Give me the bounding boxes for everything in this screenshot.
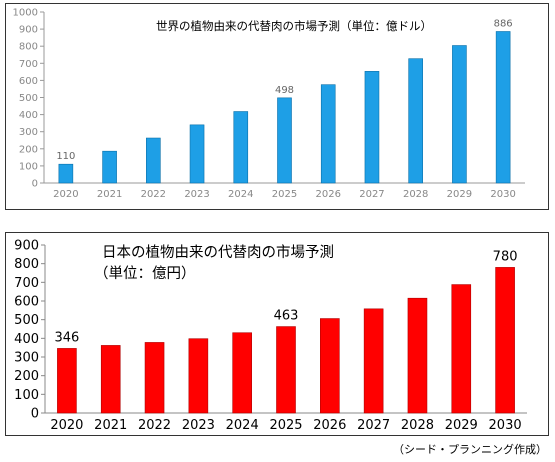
y-tick-label: 600 <box>14 295 39 310</box>
y-tick-label: 0 <box>32 179 38 190</box>
y-tick-label: 800 <box>14 257 39 272</box>
data-label: 463 <box>274 309 299 324</box>
bar-2024 <box>233 111 249 184</box>
x-tick-label: 2030 <box>490 189 515 200</box>
bar-2020 <box>58 163 74 184</box>
y-tick-label: 700 <box>14 276 39 291</box>
bar-2027 <box>364 71 380 184</box>
bar-2030 <box>495 267 515 414</box>
y-tick-label: 500 <box>19 93 38 104</box>
bar-2026 <box>320 318 340 414</box>
x-tick-label: 2025 <box>272 189 297 200</box>
bar-2021 <box>100 345 121 414</box>
y-tick-label: 200 <box>19 144 38 155</box>
bar-2027 <box>363 308 384 414</box>
x-tick-label: 2030 <box>489 418 522 433</box>
bar-2029 <box>452 45 467 184</box>
x-tick-label: 2029 <box>445 418 478 433</box>
bar-2022 <box>146 137 161 184</box>
chart-title: 日本の植物由来の代替肉の市場予測 <box>102 244 334 261</box>
x-tick-label: 2020 <box>50 418 83 433</box>
source-note: （シード・プランニング作成） <box>393 443 547 456</box>
data-label: 498 <box>275 85 294 96</box>
bar-2023 <box>188 338 209 414</box>
y-tick-label: 600 <box>19 76 38 87</box>
y-tick-label: 900 <box>14 239 39 254</box>
y-tick-label: 700 <box>19 59 38 70</box>
y-tick-label: 300 <box>14 351 39 366</box>
data-label: 110 <box>56 151 75 162</box>
bar-2021 <box>102 150 117 184</box>
x-tick-label: 2022 <box>141 189 166 200</box>
y-tick-label: 800 <box>19 42 38 53</box>
world-market-bar-chart: 0 100 200 300 400 500 600 700 800 900 1000 2020 2021… <box>13 8 525 200</box>
bar-2025 <box>276 326 296 414</box>
bar-2022 <box>144 342 165 414</box>
bar-2028 <box>408 58 423 184</box>
x-tick-label: 2028 <box>403 189 428 200</box>
x-tick-label: 2025 <box>269 418 302 433</box>
x-tick-label: 2028 <box>401 418 434 433</box>
y-tick-label: 0 <box>31 407 39 422</box>
japan-market-chart-panel: 0 100 200 300 400 500 600 700 800 900 2020 2021 2022… <box>5 232 549 436</box>
x-tick-label: 2021 <box>97 189 122 200</box>
y-tick-label: 400 <box>19 110 38 121</box>
x-tick-label: 2027 <box>357 418 390 433</box>
chart-subtitle: （単位：億円） <box>94 265 196 282</box>
bar-2026 <box>320 84 336 184</box>
x-tick-label: 2021 <box>94 418 127 433</box>
data-label: 346 <box>54 330 79 345</box>
y-tick-label: 500 <box>14 313 39 328</box>
chart-title: 世界の植物由来の代替肉の市場予測（単位：億ドル） <box>156 19 432 33</box>
bar-2024 <box>232 332 252 414</box>
y-tick-label: 100 <box>14 388 39 403</box>
x-tick-label: 2023 <box>182 418 215 433</box>
x-tick-label: 2026 <box>313 418 346 433</box>
world-market-chart-panel: 0 100 200 300 400 500 600 700 800 900 1000 2020 2021… <box>5 3 549 210</box>
x-tick-label: 2022 <box>138 418 171 433</box>
data-label: 780 <box>493 249 518 264</box>
x-tick-label: 2024 <box>228 189 253 200</box>
x-tick-label: 2020 <box>53 189 78 200</box>
bar-2020 <box>57 348 77 414</box>
bar-2025 <box>277 97 292 184</box>
japan-market-bar-chart: 0 100 200 300 400 500 600 700 800 900 2020 2021 2022… <box>14 239 527 433</box>
y-tick-label: 200 <box>14 369 39 384</box>
y-tick-label: 1000 <box>13 8 38 19</box>
bar-2023 <box>189 124 205 184</box>
x-tick-label: 2027 <box>359 189 384 200</box>
y-tick-label: 300 <box>19 127 38 138</box>
x-tick-label: 2026 <box>316 189 341 200</box>
x-tick-label: 2024 <box>226 418 259 433</box>
bar-2029 <box>451 284 472 414</box>
x-tick-label: 2029 <box>447 189 472 200</box>
y-tick-label: 400 <box>14 332 39 347</box>
y-tick-label: 100 <box>19 161 38 172</box>
x-tick-label: 2023 <box>184 189 209 200</box>
bar-2028 <box>407 297 428 414</box>
y-tick-label: 900 <box>19 25 38 36</box>
bar-2030 <box>495 31 511 184</box>
data-label: 886 <box>494 18 513 29</box>
